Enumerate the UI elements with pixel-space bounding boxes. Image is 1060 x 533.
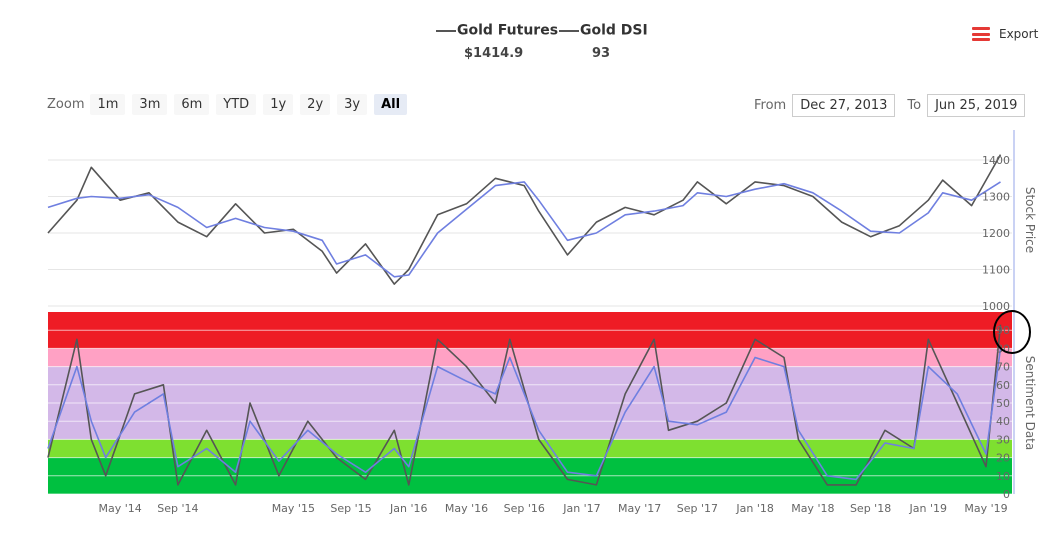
x-tick-label: Sep '16 xyxy=(504,502,545,515)
sentiment-y-tick-label: 70 xyxy=(996,361,1010,374)
x-tick-label: Sep '18 xyxy=(850,502,891,515)
x-tick-label: May '18 xyxy=(791,502,834,515)
from-label: From xyxy=(754,98,787,113)
sentiment-band-3 xyxy=(48,348,1012,367)
price-y-tick-label: 1000 xyxy=(982,300,1010,313)
legend-label-gold-futures: Gold Futures xyxy=(457,22,559,39)
sentiment-series-1 xyxy=(47,348,1002,481)
zoom-3m-button[interactable]: 3m xyxy=(132,94,168,115)
zoom-1m-button[interactable]: 1m xyxy=(90,94,126,115)
sentiment-series-0 xyxy=(47,324,1002,486)
zoom-label: Zoom xyxy=(47,97,85,112)
legend-label-gold-dsi: Gold DSI xyxy=(580,22,648,39)
sentiment-y-tick-label: 20 xyxy=(996,452,1010,465)
sentiment-y-tick-label: 60 xyxy=(996,379,1010,392)
price-y-tick-label: 1400 xyxy=(982,154,1010,167)
zoom-6m-button[interactable]: 6m xyxy=(174,94,210,115)
sentiment-y-tick-label: 30 xyxy=(996,433,1010,446)
zoom-all-button[interactable]: All xyxy=(374,94,408,115)
price-y-tick-label: 1100 xyxy=(982,264,1010,277)
sentiment-axis-title: Sentiment Data xyxy=(1023,356,1037,451)
x-tick-label: Jan '17 xyxy=(562,502,600,515)
price-axis-title: Stock Price xyxy=(1023,187,1037,253)
menu-icon xyxy=(972,27,990,41)
sentiment-y-tick-label: 50 xyxy=(996,397,1010,410)
x-tick-label: Sep '15 xyxy=(330,502,371,515)
x-tick-label: May '16 xyxy=(445,502,488,515)
sentiment-y-tick-label: 0 xyxy=(1003,488,1010,501)
from-date-input[interactable]: Dec 27, 2013 xyxy=(792,94,896,117)
to-label: To xyxy=(907,98,922,113)
sentiment-y-tick-label: 90 xyxy=(996,324,1010,337)
price-y-tick-label: 1300 xyxy=(982,191,1010,204)
x-tick-label: May '17 xyxy=(618,502,661,515)
legend-line-gold-dsi xyxy=(559,29,579,32)
x-tick-label: Jan '18 xyxy=(735,502,773,515)
zoom-ytd-button[interactable]: YTD xyxy=(216,94,257,115)
export-label: Export xyxy=(999,27,1039,41)
x-tick-label: Jan '19 xyxy=(909,502,947,515)
sentiment-y-tick-label: 10 xyxy=(996,470,1010,483)
zoom-3y-button[interactable]: 3y xyxy=(337,94,368,115)
date-range: From Dec 27, 2013 To Jun 25, 2019 xyxy=(754,94,1037,117)
legend-item-gold-dsi[interactable]: Gold DSI 93 xyxy=(559,20,648,61)
highlight-circle xyxy=(993,310,1031,354)
price-series-0 xyxy=(47,154,1002,285)
legend-line-gold-futures xyxy=(436,29,456,32)
sentiment-y-tick-label: 40 xyxy=(996,415,1010,428)
series-group xyxy=(47,154,1002,486)
zoom-1y-button[interactable]: 1y xyxy=(263,94,294,115)
to-date-input[interactable]: Jun 25, 2019 xyxy=(927,94,1026,117)
sentiment-band-1 xyxy=(48,439,1012,458)
zoom-selector: Zoom 1m 3m 6m YTD 1y 2y 3y All xyxy=(47,94,414,115)
x-axis-ticks: May '14 Sep '14 May '15 Sep '15 Jan '16 May '… xyxy=(99,502,1008,515)
x-tick-label: Sep '14 xyxy=(157,502,198,515)
legend-value-gold-dsi: 93 xyxy=(592,46,611,61)
legend-value-gold-futures: $1414.9 xyxy=(464,46,524,61)
legend-item-gold-futures[interactable]: Gold Futures $1414.9 xyxy=(436,20,559,61)
x-tick-label: May '15 xyxy=(272,502,315,515)
price-y-tick-label: 1200 xyxy=(982,227,1010,240)
price-series-1 xyxy=(47,181,1001,278)
x-tick-label: Jan '16 xyxy=(389,502,427,515)
x-tick-label: May '19 xyxy=(964,502,1007,515)
export-button[interactable]: Export xyxy=(972,27,1038,41)
zoom-2y-button[interactable]: 2y xyxy=(300,94,331,115)
x-tick-label: May '14 xyxy=(99,502,142,515)
x-tick-label: Sep '17 xyxy=(677,502,718,515)
